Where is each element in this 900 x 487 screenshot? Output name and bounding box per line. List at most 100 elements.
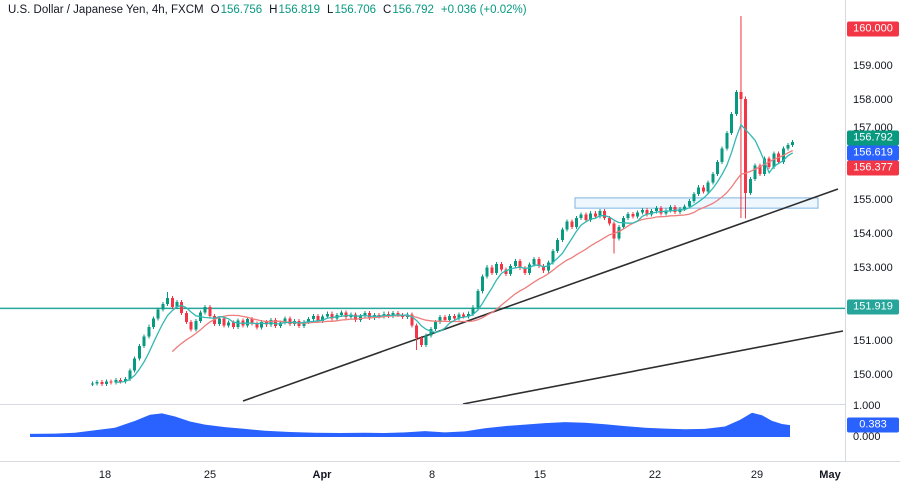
ohlc-low-label: L [327, 4, 334, 16]
candle-body [410, 314, 414, 326]
candle-body [626, 213, 630, 219]
candle-body [593, 213, 597, 217]
candle-body [758, 165, 762, 174]
candle-body [480, 276, 484, 292]
candle-body [137, 345, 141, 359]
price-badge[interactable]: 156.619 [847, 145, 899, 161]
candle-body [499, 263, 503, 270]
candle-body [457, 314, 461, 319]
candle-body [236, 320, 240, 327]
candle-body [443, 317, 447, 320]
candle-body [104, 381, 108, 385]
price-badge[interactable]: 151.919 [847, 299, 899, 315]
candle-body [560, 229, 564, 240]
candle-body [518, 261, 522, 268]
price-badge[interactable]: 156.377 [847, 160, 899, 176]
price-badge[interactable]: 160.000 [847, 21, 899, 37]
symbol-title[interactable]: U.S. Dollar / Japanese Yen, 4h, FXCM [8, 4, 204, 16]
ohlc-low-value: 156.706 [334, 4, 377, 16]
candle-body [551, 250, 555, 263]
candle-body [476, 291, 480, 308]
ohlc-high: H156.819 [269, 4, 320, 16]
candle-body [462, 314, 466, 317]
candle-body [419, 338, 423, 345]
candle-body [321, 316, 325, 321]
ohlc-close: C156.792 [383, 4, 434, 16]
candle-body [607, 218, 611, 224]
ohlc-high-label: H [269, 4, 278, 16]
candle-body [668, 207, 672, 211]
candle-body [95, 382, 99, 384]
candle-body [565, 221, 569, 230]
candle-body [123, 379, 127, 382]
candle-body [433, 321, 437, 329]
candle-body [532, 259, 536, 265]
time-axis-label: 15 [533, 469, 547, 481]
candle-body [128, 370, 132, 380]
candle-body [527, 264, 531, 273]
price-axis-label: 158.000 [853, 94, 893, 106]
ohlc-open-label: O [210, 4, 220, 16]
candle-body [142, 336, 146, 346]
candle-body [156, 309, 160, 319]
candle-body [189, 321, 193, 330]
candle-body [715, 161, 719, 174]
candle-body [330, 313, 334, 319]
time-axis[interactable]: 18 25 Apr 8 15 22 29 May [0, 461, 900, 487]
candle-body [396, 313, 400, 316]
candle-body [415, 325, 419, 339]
ohlc-open-value: 156.756 [220, 4, 263, 16]
ohlc-close-label: C [383, 4, 392, 16]
candle-body [114, 380, 118, 383]
candle-body [133, 358, 137, 371]
price-badge[interactable]: 0.383 [847, 417, 899, 433]
candle-body [617, 226, 621, 239]
candle-body [495, 263, 499, 273]
price-badge[interactable]: 156.792 [847, 130, 899, 146]
candle-body [260, 321, 264, 328]
candle-body [556, 239, 560, 251]
candle-body [730, 114, 734, 133]
candle-body [598, 211, 602, 217]
price-axis[interactable]: 159.000 158.000 157.000 155.000 154.000 153.0… [845, 0, 900, 461]
ma-fast-line [115, 123, 794, 383]
candle-body [311, 315, 315, 320]
candle-body [151, 318, 155, 327]
candle-body [734, 91, 738, 115]
candle-body [147, 326, 151, 337]
candle-body [255, 323, 259, 328]
time-axis-label: 25 [203, 469, 217, 481]
trendline[interactable] [462, 330, 844, 405]
candle-body [452, 315, 456, 319]
time-axis-label: Apr [312, 469, 332, 481]
candle-body [640, 209, 644, 213]
candle-body [316, 315, 320, 321]
ohlc-low: L156.706 [327, 4, 376, 16]
candle-body [720, 148, 724, 162]
candle-body [358, 315, 362, 320]
candle-body [744, 98, 748, 193]
candle-body [339, 312, 343, 316]
candle-body [119, 380, 123, 382]
candle-body [184, 313, 188, 322]
candle-body [231, 322, 235, 327]
candle-body [762, 158, 766, 174]
ma-slow-line [171, 149, 793, 353]
chart-canvas[interactable] [0, 0, 900, 461]
candle-body [274, 319, 278, 327]
candle-body [589, 213, 593, 221]
candle-body [227, 322, 231, 326]
candle-body [424, 335, 428, 345]
candle-body [180, 302, 184, 314]
candle-body [490, 267, 494, 273]
candle-body [391, 313, 395, 316]
candle-body [100, 382, 104, 385]
candle-body [466, 313, 470, 317]
ohlc-high-value: 156.819 [278, 4, 321, 16]
trendline[interactable] [242, 188, 839, 402]
candle-body [683, 206, 687, 210]
candle-body [725, 132, 729, 149]
price-axis-label: 154.000 [853, 228, 893, 240]
candle-body [170, 298, 174, 307]
candle-body [325, 313, 329, 317]
